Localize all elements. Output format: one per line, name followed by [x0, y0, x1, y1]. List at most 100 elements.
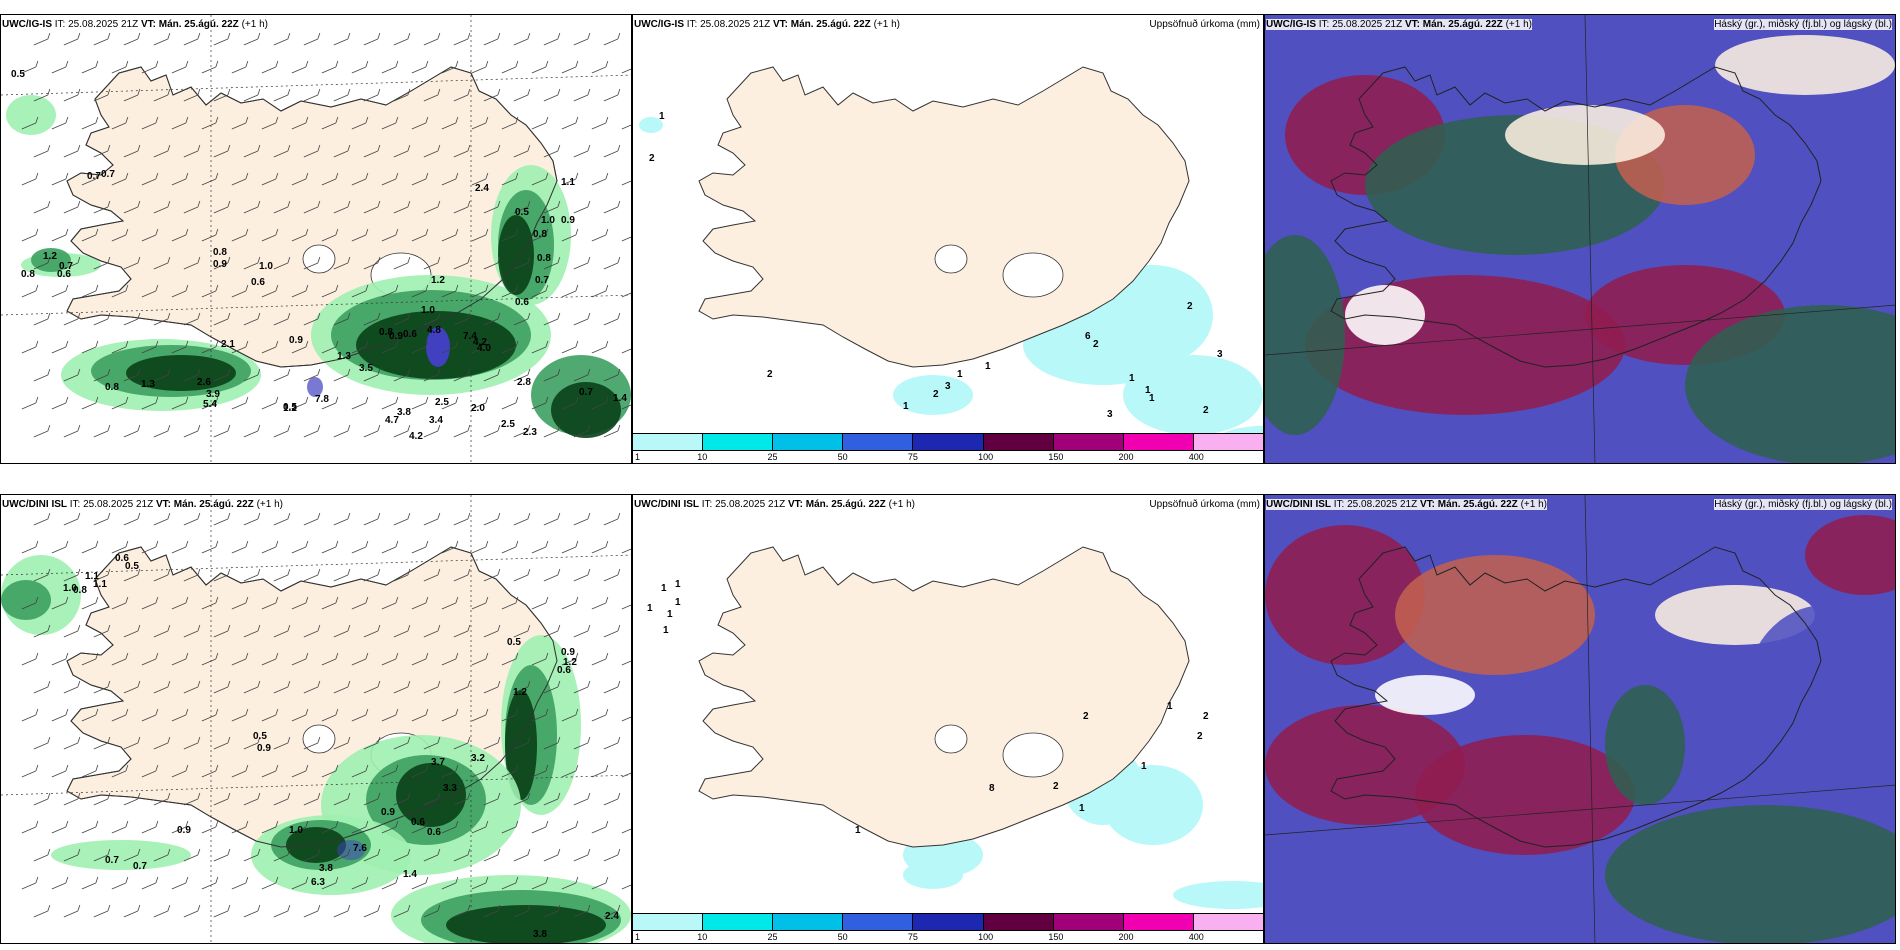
accum-value: 3 [1217, 349, 1223, 360]
wind-barb [213, 88, 231, 102]
cloud-area [1415, 735, 1635, 855]
wind-barb [483, 624, 501, 638]
wind-barb [21, 172, 39, 186]
wind-barb [153, 368, 171, 382]
wind-barb [213, 312, 231, 326]
accum-value: 8 [989, 783, 995, 794]
wind-barb [573, 904, 591, 918]
wind-barb [243, 848, 261, 862]
wind-barb [453, 904, 471, 918]
wind-barb [273, 256, 291, 270]
wind-barb [243, 88, 261, 102]
wind-barb [471, 60, 489, 74]
wind-barb [321, 820, 339, 834]
precip-value: 7.6 [353, 843, 367, 854]
accum-area [1123, 355, 1263, 435]
wind-barb [381, 876, 399, 890]
iceland-land [698, 546, 1190, 848]
wind-barb [63, 368, 81, 382]
wind-barb [321, 284, 339, 298]
accum-area [1223, 425, 1263, 435]
wind-barb [531, 396, 549, 410]
wind-barb [411, 652, 429, 666]
colorbar-segment [1053, 914, 1124, 930]
colorbar-segment [633, 434, 704, 450]
wind-barb [33, 848, 51, 862]
wind-barb [591, 596, 609, 610]
wind-barb [201, 228, 219, 242]
wind-barb [51, 596, 69, 610]
wind-barb [111, 652, 129, 666]
panel-title: UWC/DINI ISL IT: 25.08.2025 21Z VT: Mán.… [1266, 499, 1547, 510]
wind-barb [153, 624, 171, 638]
wind-barb [273, 144, 291, 158]
wind-barb [423, 680, 441, 694]
wind-barb [333, 312, 351, 326]
precip-value: 0.6 [557, 665, 571, 676]
wind-barb [243, 624, 261, 638]
wind-barb [363, 312, 381, 326]
wind-barb [621, 772, 631, 778]
wind-barb [453, 680, 471, 694]
wind-barb [51, 116, 69, 130]
cloud-area [1265, 235, 1345, 435]
wind-barb [63, 256, 81, 270]
wind-barb [603, 424, 621, 438]
wind-barb [153, 144, 171, 158]
precip-value: 3.8 [397, 407, 411, 418]
colorbar-labels: 1 10 25 50 75 100 150 200 400 [633, 932, 1263, 943]
wind-barb [501, 764, 519, 778]
accum-value: 1 [663, 625, 669, 636]
wind-barb [411, 340, 429, 354]
precip-value: 3.7 [431, 757, 445, 768]
wind-barb [453, 368, 471, 382]
wind-barb [423, 792, 441, 806]
cloud-cover-panel-bottom: UWC/DINI ISL IT: 25.08.2025 21Z VT: Mán.… [1264, 494, 1896, 944]
wind-barb [93, 736, 111, 750]
accum-value: 1 [1079, 803, 1085, 814]
wind-barb [153, 424, 171, 438]
wind-barb [213, 256, 231, 270]
wind-barb [273, 512, 291, 526]
wind-barb [153, 200, 171, 214]
wind-barb [363, 32, 381, 46]
wind-barb [591, 172, 609, 186]
precip-value: 0.5 [125, 561, 139, 572]
wind-barb [93, 200, 111, 214]
wind-barb [291, 284, 309, 298]
precip-value: 0.5 [11, 69, 25, 80]
wind-barb [531, 596, 549, 610]
wind-barb [303, 736, 321, 750]
wind-barb [243, 736, 261, 750]
wind-barb [153, 32, 171, 46]
wind-barb [183, 256, 201, 270]
wind-barb [531, 652, 549, 666]
precip-max [426, 327, 450, 367]
precip-value: 7.4 [463, 331, 477, 342]
wind-barb [531, 820, 549, 834]
parallel [1265, 304, 1895, 356]
wind-barb [141, 60, 159, 74]
wind-barb [33, 568, 51, 582]
precip-value: 0.8 [537, 253, 551, 264]
accum-value: 3 [1107, 409, 1113, 420]
wind-barb [351, 60, 369, 74]
accum-value: 1 [667, 609, 673, 620]
wind-barb [393, 144, 411, 158]
wind-barb [513, 848, 531, 862]
precip-value: 2.5 [501, 419, 515, 430]
wind-barb [171, 172, 189, 186]
precip-value: 0.8 [533, 229, 547, 240]
wind-barb [621, 348, 631, 354]
wind-barb [483, 200, 501, 214]
wind-barb [261, 876, 279, 890]
wind-barb [543, 624, 561, 638]
meridian [1584, 15, 1596, 463]
wind-barb [123, 368, 141, 382]
wind-barb [123, 792, 141, 806]
colorbar-label: 1 [635, 452, 641, 462]
wind-barb [123, 200, 141, 214]
wind-barb [111, 764, 129, 778]
wind-barb [243, 200, 261, 214]
wind-barb [363, 680, 381, 694]
